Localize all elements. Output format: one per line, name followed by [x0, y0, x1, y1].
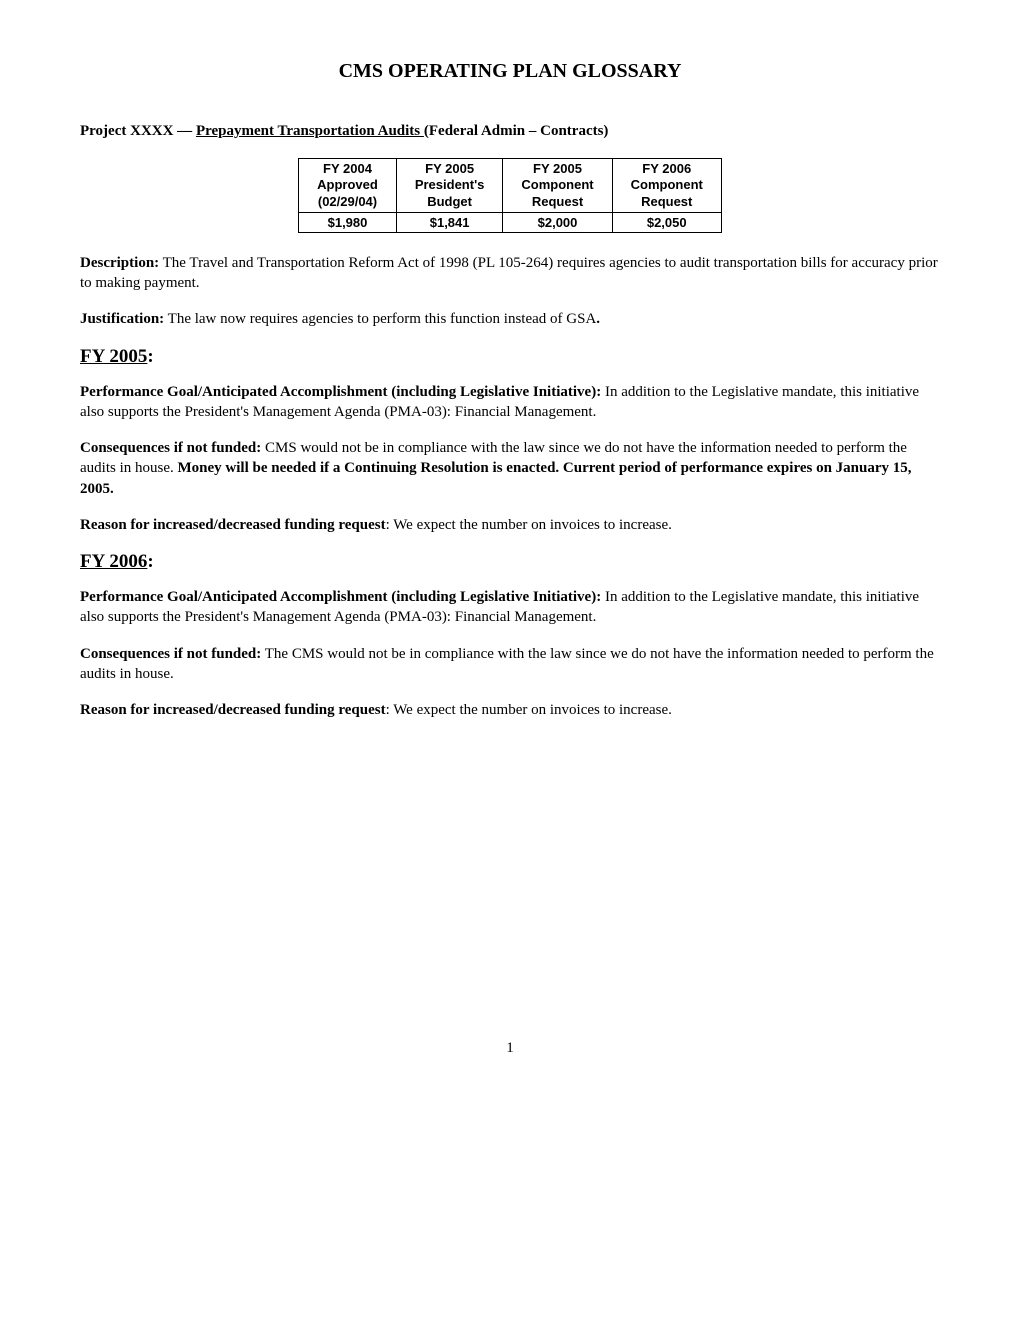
table-header-row: FY 2004Approved(02/29/04) FY 2005Preside…	[299, 159, 722, 213]
fy2006-reason-para: Reason for increased/decreased funding r…	[80, 700, 940, 720]
project-underlined: Prepayment Transportation Audits	[196, 123, 424, 139]
justification-trailing: .	[596, 311, 600, 327]
table-row: $1,980 $1,841 $2,000 $2,050	[299, 212, 722, 232]
fy2005-colon: :	[147, 346, 153, 367]
description-text: The Travel and Transportation Reform Act…	[80, 255, 938, 291]
justification-para: Justification: The law now requires agen…	[80, 309, 940, 329]
description-para: Description: The Travel and Transportati…	[80, 253, 940, 294]
fy2005-perf-label: Performance Goal/Anticipated Accomplishm…	[80, 384, 601, 400]
table-cell: $1,980	[299, 212, 397, 232]
fy2005-consequences-para: Consequences if not funded: CMS would no…	[80, 438, 940, 499]
table-header: FY 2006ComponentRequest	[612, 159, 721, 213]
fy2005-block: FY 2005:	[80, 346, 940, 368]
table-header: FY 2004Approved(02/29/04)	[299, 159, 397, 213]
document-title: CMS OPERATING PLAN GLOSSARY	[80, 60, 940, 83]
fy2005-cons-label: Consequences if not funded:	[80, 440, 261, 456]
table-header: FY 2005ComponentRequest	[503, 159, 612, 213]
table-cell: $2,000	[503, 212, 612, 232]
page-number: 1	[80, 1040, 940, 1057]
fy2006-colon: :	[147, 551, 153, 572]
table-cell: $1,841	[396, 212, 503, 232]
fy2006-reason-text: : We expect the number on invoices to in…	[386, 702, 672, 718]
project-suffix: (Federal Admin – Contracts)	[424, 123, 609, 139]
justification-text: The law now requires agencies to perform…	[164, 311, 596, 327]
fy2006-performance-para: Performance Goal/Anticipated Accomplishm…	[80, 587, 940, 628]
budget-table: FY 2004Approved(02/29/04) FY 2005Preside…	[298, 158, 722, 233]
fy2006-cons-label: Consequences if not funded:	[80, 646, 261, 662]
project-prefix: Project XXXX —	[80, 123, 192, 139]
fy2005-performance-para: Performance Goal/Anticipated Accomplishm…	[80, 382, 940, 423]
fy2006-perf-label: Performance Goal/Anticipated Accomplishm…	[80, 589, 601, 605]
description-label: Description:	[80, 255, 159, 271]
fy2005-reason-label: Reason for increased/decreased funding r…	[80, 517, 386, 533]
fy2006-heading: FY 2006	[80, 551, 147, 572]
table-header: FY 2005President'sBudget	[396, 159, 503, 213]
fy2005-heading: FY 2005	[80, 346, 147, 367]
fy2005-reason-text: : We expect the number on invoices to in…	[386, 517, 672, 533]
fy2005-reason-para: Reason for increased/decreased funding r…	[80, 515, 940, 535]
fy2005-cons-bold: Money will be needed if a Continuing Res…	[80, 460, 912, 496]
fy2006-reason-label: Reason for increased/decreased funding r…	[80, 702, 386, 718]
fy2006-block: FY 2006:	[80, 551, 940, 573]
project-line: Project XXXX — Prepayment Transportation…	[80, 123, 940, 140]
table-cell: $2,050	[612, 212, 721, 232]
fy2006-consequences-para: Consequences if not funded: The CMS woul…	[80, 644, 940, 685]
justification-label: Justification:	[80, 311, 164, 327]
